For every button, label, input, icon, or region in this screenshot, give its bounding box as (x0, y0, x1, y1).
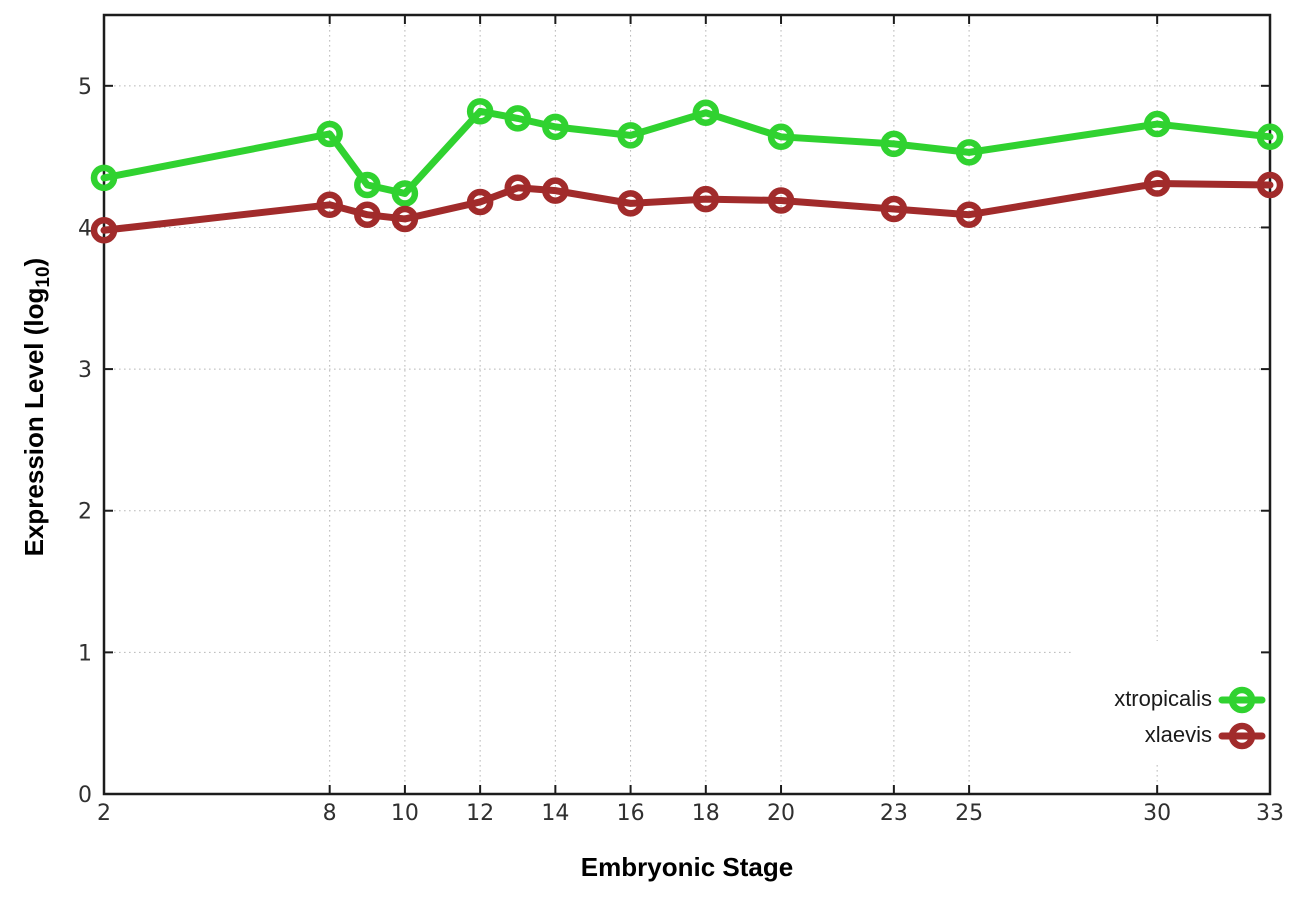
x-axis-title: Embryonic Stage (437, 852, 937, 883)
y-tick-label: 3 (78, 358, 92, 383)
data-point-xlaevis (767, 187, 795, 214)
data-point-xlaevis (391, 205, 419, 233)
y-axis-title-subscript: 10 (33, 266, 55, 288)
x-tick-label: 14 (541, 801, 569, 826)
data-point-xtropicalis (1143, 110, 1171, 138)
y-axis-title-text: Expression Level (log (18, 287, 49, 557)
legend-marker-xtropicalis (1228, 686, 1256, 714)
data-point-xlaevis (880, 195, 908, 223)
x-tick-label: 25 (955, 801, 983, 826)
x-tick-label: 18 (692, 801, 720, 826)
x-tick-label: 23 (880, 801, 908, 826)
data-point-xlaevis (1143, 170, 1171, 197)
y-tick-label: 2 (78, 500, 92, 525)
y-tick-label: 4 (78, 216, 92, 241)
y-axis-title: Expression Level (log10) (19, 157, 55, 657)
x-tick-label: 33 (1256, 801, 1284, 826)
y-tick-label: 5 (78, 75, 92, 100)
data-point-xtropicalis (354, 171, 381, 199)
x-tick-label: 8 (323, 801, 337, 826)
data-point-xlaevis (90, 217, 118, 244)
data-point-xtropicalis (466, 98, 494, 125)
x-tick-label: 30 (1143, 801, 1171, 826)
x-axis-title-text: Embryonic Stage (580, 852, 794, 882)
data-point-xtropicalis (391, 180, 419, 207)
data-point-xtropicalis (692, 99, 720, 126)
legend-label-xlaevis: xlaevis (1144, 722, 1212, 747)
legend-label-xtropicalis: xtropicalis (1114, 686, 1212, 711)
x-tick-label: 16 (617, 801, 645, 826)
data-point-xtropicalis (880, 130, 908, 158)
data-point-xtropicalis (542, 113, 569, 141)
data-point-xlaevis (692, 185, 720, 213)
series-line-xlaevis (100, 180, 1274, 234)
data-point-xlaevis (1256, 171, 1284, 199)
plot-frame (102, 13, 1272, 796)
data-point-xtropicalis (617, 122, 644, 149)
x-tick-label: 2 (97, 801, 111, 826)
data-point-xtropicalis (90, 164, 118, 192)
data-point-xlaevis (466, 188, 494, 216)
data-point-xlaevis (617, 190, 644, 217)
data-point-xtropicalis (504, 105, 531, 132)
legend-marker-xlaevis (1228, 722, 1256, 750)
data-point-xtropicalis (316, 120, 343, 148)
x-tick-label: 12 (466, 801, 494, 826)
series-line-xtropicalis (100, 107, 1274, 197)
data-point-xlaevis (504, 174, 531, 202)
y-tick-label: 0 (78, 783, 92, 808)
data-point-xlaevis (955, 201, 983, 228)
y-tick-label: 1 (78, 641, 92, 666)
data-point-xtropicalis (767, 123, 795, 151)
data-point-xlaevis (354, 201, 381, 228)
data-point-xlaevis (316, 191, 343, 219)
x-tick-label: 20 (767, 801, 795, 826)
data-point-xtropicalis (1256, 123, 1284, 151)
data-point-xtropicalis (955, 139, 983, 166)
y-axis-title-suffix: ) (18, 257, 49, 267)
x-tick-label: 10 (391, 801, 419, 826)
data-point-xlaevis (542, 177, 569, 204)
